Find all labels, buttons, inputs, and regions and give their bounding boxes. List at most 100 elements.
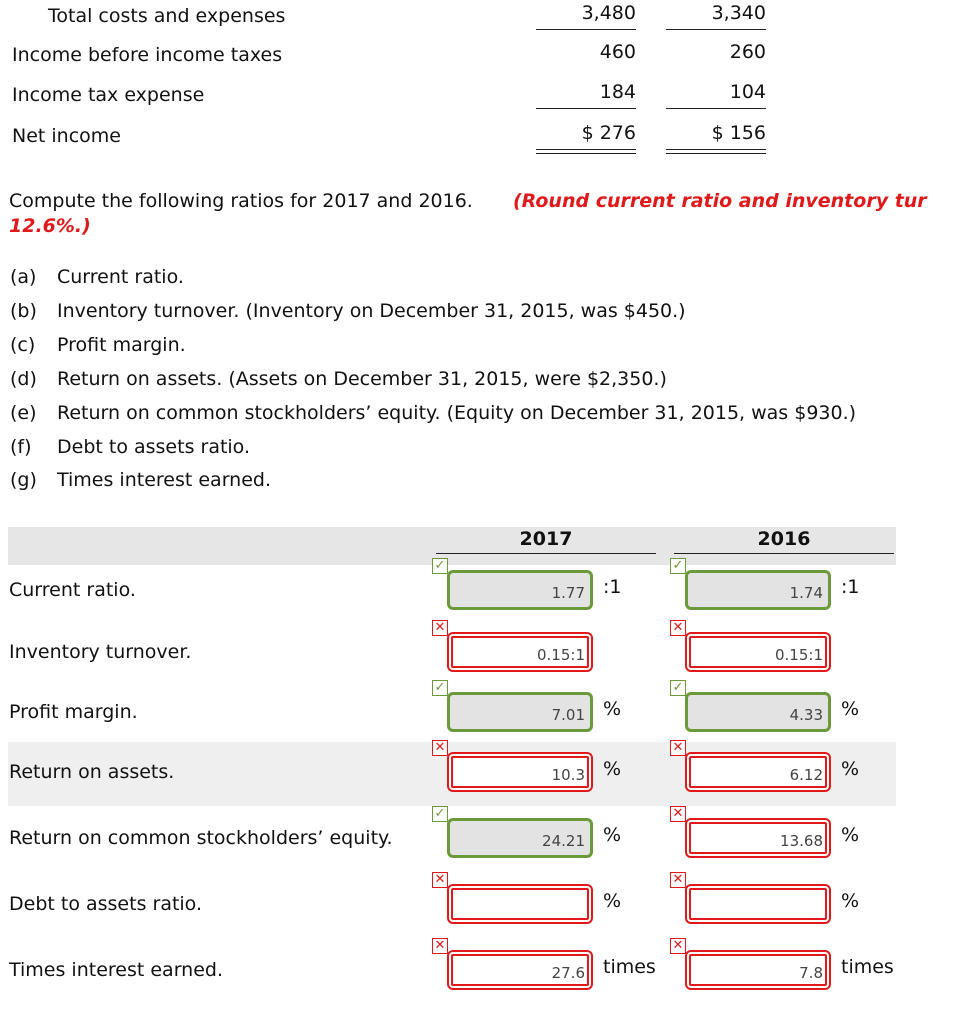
incorrect-icon: ✕ xyxy=(670,806,686,822)
column-header: 2017 xyxy=(519,528,573,550)
answer-input[interactable] xyxy=(685,818,831,858)
header-band xyxy=(8,527,896,565)
unit: % xyxy=(603,824,622,846)
answer-value: 6.12 xyxy=(789,766,823,784)
answer-value: 0.15:1 xyxy=(775,646,823,664)
incorrect-icon: ✕ xyxy=(432,740,448,756)
unit: % xyxy=(841,698,860,720)
incorrect-icon: ✕ xyxy=(670,938,686,954)
answer-input[interactable] xyxy=(447,884,593,924)
answer-value: 4.33 xyxy=(789,706,823,724)
instruction-note: (Round current ratio and inventory tur xyxy=(513,190,927,212)
header-underline xyxy=(674,553,894,554)
answer-value: 1.74 xyxy=(789,584,823,602)
answer-value: 10.3 xyxy=(551,766,585,784)
answer-input[interactable] xyxy=(447,752,593,792)
row-label: Income before income taxes xyxy=(12,44,283,66)
amount: 3,340 xyxy=(711,2,766,24)
item-text: Current ratio. xyxy=(57,266,184,288)
answer-input[interactable] xyxy=(685,632,831,672)
unit: % xyxy=(603,890,622,912)
amount: $ 156 xyxy=(711,122,766,144)
incorrect-icon: ✕ xyxy=(670,872,686,888)
correct-icon: ✓ xyxy=(432,680,448,696)
header-underline xyxy=(436,553,656,554)
unit: % xyxy=(603,698,622,720)
underline xyxy=(536,149,636,154)
item-text: Return on assets. (Assets on December 31… xyxy=(57,367,667,390)
correct-icon: ✓ xyxy=(670,680,686,696)
underline xyxy=(536,108,636,109)
instruction-note: 12.6%.) xyxy=(9,215,91,237)
answer-value: 1.77 xyxy=(551,584,585,602)
row-label: Return on common stockholders’ equity. xyxy=(9,827,393,849)
amount: 260 xyxy=(729,41,766,63)
item-text: Debt to assets ratio. xyxy=(57,435,251,458)
unit: % xyxy=(841,758,860,780)
row-label: Current ratio. xyxy=(9,579,136,601)
answer-input[interactable] xyxy=(685,692,831,732)
item-letter: (f) xyxy=(10,435,32,458)
unit: :1 xyxy=(603,576,622,598)
row-label: Total costs and expenses xyxy=(48,5,286,27)
row-label: Income tax expense xyxy=(12,84,205,106)
item-text: Inventory turnover. (Inventory on Decemb… xyxy=(57,299,686,322)
row-label: Return on assets. xyxy=(9,761,175,783)
answer-input[interactable] xyxy=(685,570,831,610)
amount: 460 xyxy=(599,41,636,63)
unit: times xyxy=(603,956,656,978)
row-label: Times interest earned. xyxy=(9,959,224,981)
item-letter: (c) xyxy=(10,333,36,356)
answer-value: 13.68 xyxy=(780,832,823,850)
answer-input[interactable] xyxy=(685,950,831,990)
answer-input[interactable] xyxy=(685,884,831,924)
item-text: Times interest earned. xyxy=(57,469,272,492)
incorrect-icon: ✕ xyxy=(670,620,686,636)
row-label: Net income xyxy=(12,125,121,147)
amount: 3,480 xyxy=(581,2,636,24)
item-letter: (d) xyxy=(10,367,37,390)
answer-input[interactable] xyxy=(447,950,593,990)
answer-input[interactable] xyxy=(447,692,593,732)
column-header: 2016 xyxy=(757,528,811,550)
correct-icon: ✓ xyxy=(670,558,686,574)
answer-value: 24.21 xyxy=(542,832,585,850)
underline xyxy=(666,149,766,154)
answer-value: 0.15:1 xyxy=(537,646,585,664)
item-letter: (a) xyxy=(10,266,37,288)
unit: % xyxy=(603,758,622,780)
answer-input[interactable] xyxy=(447,818,593,858)
unit: % xyxy=(841,824,860,846)
answer-value: 7.8 xyxy=(799,964,823,982)
unit: % xyxy=(841,890,860,912)
underline xyxy=(536,29,636,30)
row-label: Inventory turnover. xyxy=(9,641,192,663)
row-label: Profit margin. xyxy=(9,701,138,723)
answer-input[interactable] xyxy=(447,570,593,610)
amount: 104 xyxy=(729,81,766,103)
incorrect-icon: ✕ xyxy=(670,740,686,756)
unit: times xyxy=(841,956,894,978)
answer-value: 7.01 xyxy=(551,706,585,724)
incorrect-icon: ✕ xyxy=(432,620,448,636)
unit: :1 xyxy=(841,576,860,598)
amount: $ 276 xyxy=(581,122,636,144)
incorrect-icon: ✕ xyxy=(432,872,448,888)
item-letter: (e) xyxy=(10,401,37,424)
item-letter: (g) xyxy=(10,469,37,492)
underline xyxy=(666,29,766,30)
correct-icon: ✓ xyxy=(432,806,448,822)
answer-value: 27.6 xyxy=(551,964,585,982)
item-letter: (b) xyxy=(10,299,37,322)
row-label: Debt to assets ratio. xyxy=(9,893,203,915)
instruction: Compute the following ratios for 2017 an… xyxy=(9,190,473,212)
answer-input[interactable] xyxy=(447,632,593,672)
item-text: Return on common stockholders’ equity. (… xyxy=(57,401,857,424)
underline xyxy=(666,108,766,109)
item-text: Profit margin. xyxy=(57,333,186,356)
incorrect-icon: ✕ xyxy=(432,938,448,954)
answer-input[interactable] xyxy=(685,752,831,792)
amount: 184 xyxy=(599,81,636,103)
correct-icon: ✓ xyxy=(432,558,448,574)
